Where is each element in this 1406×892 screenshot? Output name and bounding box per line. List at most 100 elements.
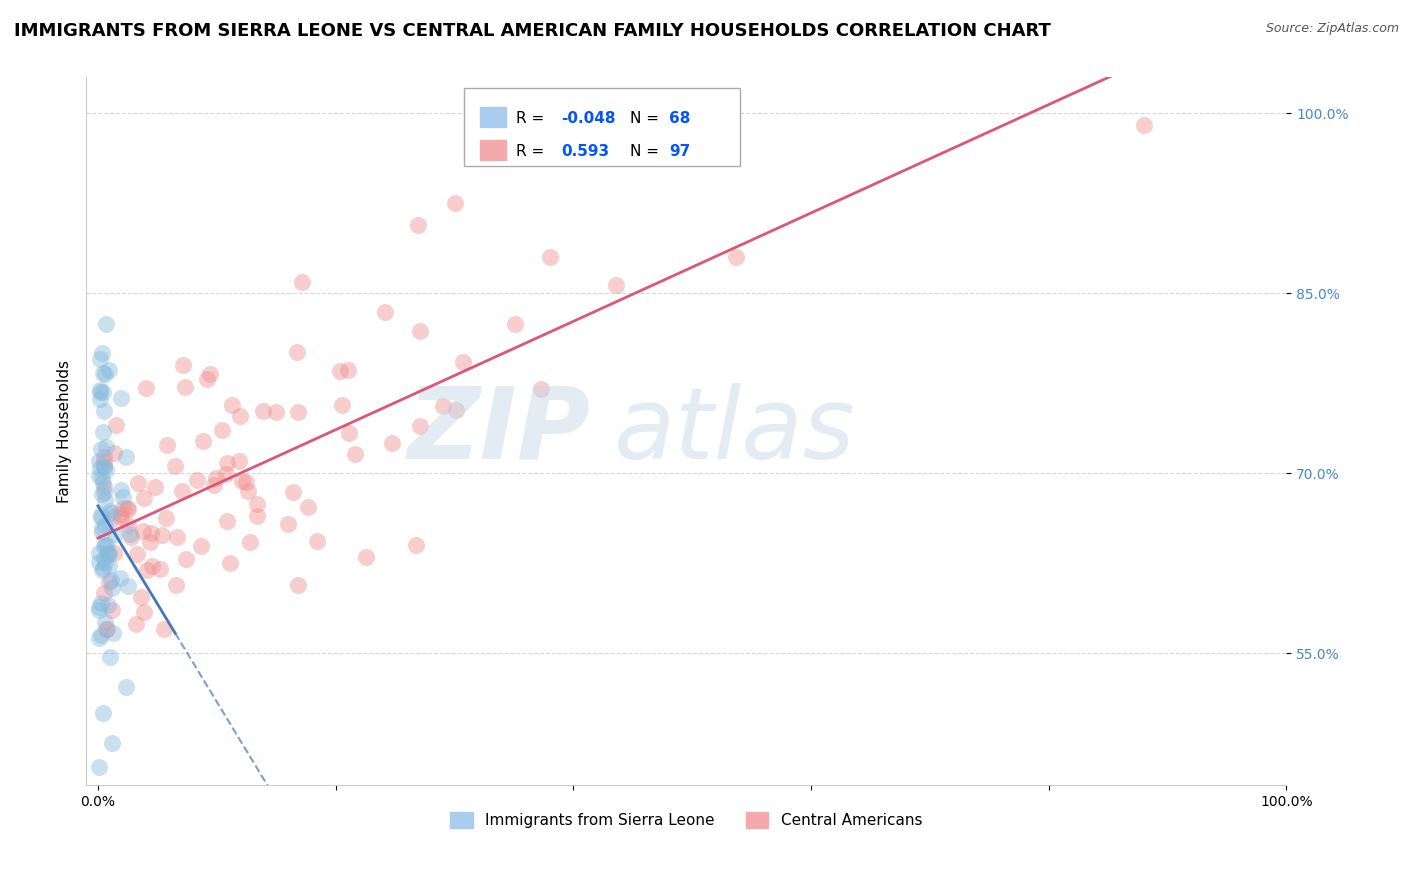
Point [93, 403, 115, 417]
Point [93, 551, 115, 566]
Point [93, 540, 115, 554]
Point [103, 626, 125, 640]
Point [101, 509, 124, 524]
Point [96, 538, 118, 552]
Point [96, 622, 118, 636]
Point [105, 417, 128, 432]
Point [87, 600, 110, 615]
Point [198, 367, 221, 381]
Point [190, 539, 212, 553]
Point [170, 483, 193, 498]
Point [94, 538, 117, 552]
Point [329, 363, 352, 377]
Point [444, 403, 467, 417]
Point [90, 442, 112, 456]
Point [287, 578, 309, 592]
Point [94, 493, 117, 508]
Point [93, 555, 115, 569]
Point [110, 571, 132, 585]
Point [93, 585, 115, 599]
Point [93, 615, 115, 629]
Text: 68: 68 [669, 111, 690, 126]
Point [94, 518, 117, 533]
Point [235, 475, 257, 489]
Point [91, 561, 114, 575]
Point [96, 622, 118, 636]
Point [110, 510, 132, 524]
Text: N =: N = [630, 145, 664, 160]
Point [87, 546, 110, 560]
Point [101, 736, 124, 750]
Point [134, 605, 156, 619]
Point [132, 524, 155, 538]
Point [89, 508, 111, 523]
Point [219, 557, 242, 571]
Point [90, 627, 112, 641]
Point [117, 502, 139, 516]
Point [87, 469, 110, 483]
Point [406, 218, 429, 232]
Point [236, 483, 259, 498]
Point [97, 575, 120, 590]
Point [97, 547, 120, 561]
Point [98, 558, 121, 573]
Point [91, 425, 114, 440]
Point [252, 404, 274, 418]
Point [281, 484, 304, 499]
Point [91, 385, 114, 400]
Point [90, 525, 112, 540]
Point [605, 278, 627, 293]
Point [111, 501, 134, 516]
Point [117, 578, 139, 592]
Point [186, 473, 208, 487]
Point [93, 485, 115, 500]
Point [202, 478, 225, 492]
Point [155, 511, 177, 525]
Point [143, 480, 166, 494]
Point [166, 530, 188, 544]
Point [409, 324, 432, 338]
Point [228, 409, 250, 424]
Point [89, 383, 111, 397]
Point [110, 507, 132, 521]
Point [87, 760, 110, 774]
Text: N =: N = [630, 111, 664, 126]
Point [443, 196, 465, 211]
Point [103, 446, 125, 460]
Point [337, 426, 360, 441]
Point [115, 501, 138, 516]
Point [129, 590, 152, 604]
Point [117, 518, 139, 533]
Point [149, 562, 172, 576]
Point [87, 631, 110, 645]
Point [125, 617, 148, 632]
Point [127, 547, 149, 561]
Point [354, 550, 377, 565]
Point [307, 533, 329, 548]
Point [112, 491, 135, 505]
Point [98, 650, 121, 665]
Point [141, 558, 163, 573]
Point [1133, 119, 1156, 133]
Point [381, 435, 404, 450]
Point [291, 276, 314, 290]
Legend: Immigrants from Sierra Leone, Central Americans: Immigrants from Sierra Leone, Central Am… [444, 805, 928, 834]
Bar [479, 107, 506, 127]
Point [228, 454, 250, 468]
Point [114, 450, 136, 464]
Point [100, 506, 122, 520]
Point [405, 538, 427, 552]
Point [89, 461, 111, 475]
Text: -0.048: -0.048 [561, 111, 616, 126]
Point [374, 304, 396, 318]
FancyBboxPatch shape [464, 88, 741, 166]
Text: R =: R = [516, 111, 548, 126]
Point [538, 251, 561, 265]
Point [93, 455, 115, 469]
Point [297, 500, 319, 514]
Point [120, 530, 142, 544]
Point [503, 317, 526, 331]
Point [174, 380, 197, 394]
Point [97, 598, 120, 612]
Point [264, 405, 287, 419]
